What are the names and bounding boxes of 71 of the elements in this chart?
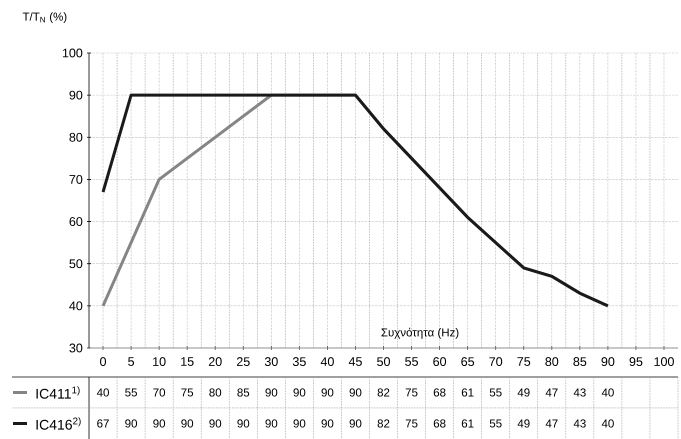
y-tick-label: 70 [70, 174, 82, 184]
data-label: 90 [294, 419, 306, 428]
data-label: 82 [378, 419, 390, 428]
x-tick-label: 60 [433, 357, 446, 366]
x-tick-label: 25 [236, 357, 250, 366]
x-tick-label: 5 [128, 357, 134, 366]
data-label: 85 [237, 388, 250, 397]
data-label: 68 [434, 419, 446, 428]
x-tick-label: 15 [181, 357, 194, 366]
y-tick-label: 60 [70, 217, 82, 226]
x-tick-label: 65 [461, 357, 474, 366]
x-tick-label: 0 [100, 357, 106, 366]
data-label: 40 [96, 388, 109, 397]
data-label: 75 [406, 388, 418, 396]
data-label: 61 [462, 419, 474, 428]
y-tick-label: 90 [70, 90, 82, 100]
x-tick-label: 90 [602, 357, 614, 366]
data-label: 75 [181, 388, 194, 396]
data-label: 90 [237, 419, 250, 428]
x-tick-label: 80 [545, 357, 558, 366]
data-label: 82 [378, 388, 390, 397]
y-tick-label: 30 [69, 344, 82, 352]
x-tick-label: 70 [489, 357, 502, 366]
y-tick-label: 100 [62, 48, 82, 58]
data-label: 90 [181, 419, 194, 428]
data-label: 55 [490, 388, 502, 396]
data-label: 43 [574, 419, 586, 428]
x-tick-label: 85 [573, 357, 586, 366]
y-axis-title: T/T$_{N}$ (%) [22, 12, 66, 23]
data-label: 49 [518, 388, 530, 397]
x-tick-label: 50 [377, 357, 390, 366]
data-label: 90 [125, 419, 138, 428]
y-tick-label: IC411$^{1)}$ [36, 386, 80, 399]
data-label: 90 [294, 388, 306, 397]
y-tick-label: IC416$^{2)}$ [36, 417, 81, 430]
data-label: 40 [602, 388, 614, 397]
y-tick-label: 80 [69, 132, 82, 142]
y-tick-label: 50 [69, 259, 82, 268]
data-label: 90 [350, 419, 362, 428]
x-tick-label: 75 [517, 357, 530, 366]
data-label: 90 [153, 419, 166, 428]
data-label: 55 [490, 419, 502, 428]
x-tick-label: 35 [292, 357, 306, 366]
data-label: 90 [350, 388, 362, 397]
data-label: 61 [462, 388, 474, 397]
x-tick-label: 45 [348, 357, 362, 366]
data-label: 68 [434, 388, 446, 397]
data-label: 90 [209, 419, 222, 428]
data-label: 47 [546, 420, 558, 428]
data-label: 70 [153, 388, 166, 397]
x-tick-label: 30 [264, 357, 278, 366]
x-tick-label: 55 [405, 357, 418, 366]
x-axis-title: Συχνότητα (Hz) [381, 328, 458, 339]
data-label: 67 [97, 419, 109, 428]
data-label: 49 [518, 419, 530, 428]
data-label: 90 [265, 419, 278, 428]
data-label: 80 [209, 388, 222, 397]
x-tick-label: 40 [320, 357, 334, 366]
x-tick-label: 20 [208, 357, 222, 366]
data-label: 55 [125, 388, 137, 396]
data-label: 43 [574, 388, 586, 397]
x-tick-label: 95 [630, 357, 642, 366]
data-label: 90 [265, 388, 278, 397]
data-label: 40 [602, 419, 614, 428]
x-tick-label: 10 [153, 357, 166, 366]
x-tick-label: 100 [654, 357, 674, 366]
data-label: 90 [322, 388, 334, 397]
data-label: 47 [546, 388, 558, 396]
y-tick-label: 40 [69, 301, 82, 310]
data-label: 75 [406, 419, 418, 428]
data-label: 90 [322, 419, 334, 428]
